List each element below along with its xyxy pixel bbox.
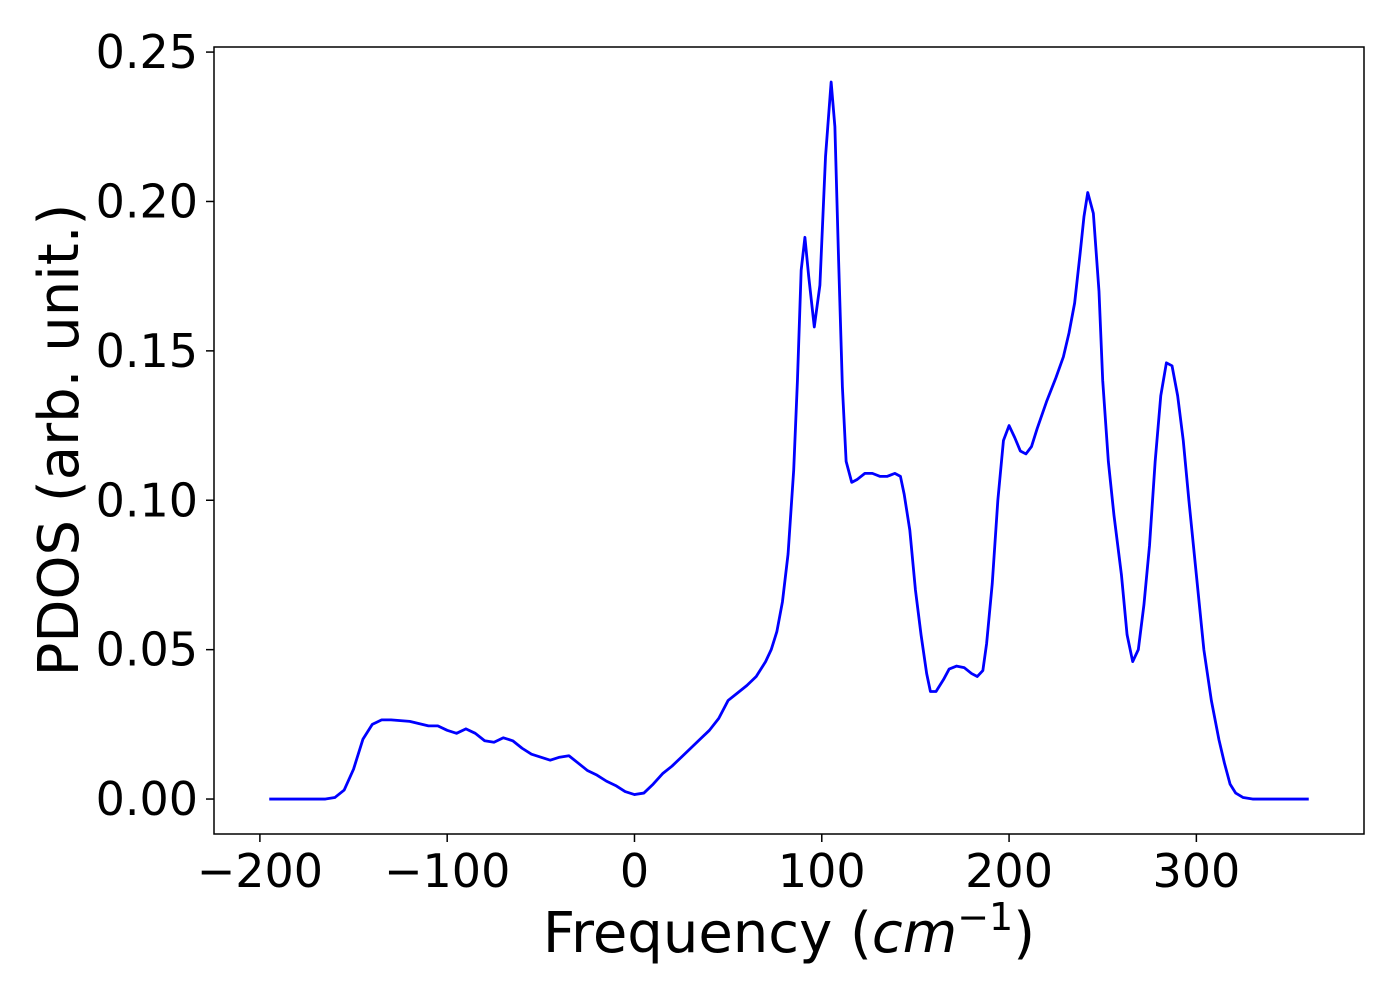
data-line (269, 80, 1309, 801)
x-label-unit: cm (872, 901, 957, 966)
plot-frame (213, 46, 1365, 835)
x-tick-label: 300 (1152, 844, 1240, 898)
x-tick-label: 0 (620, 844, 649, 898)
x-label-exponent: −1 (957, 895, 1013, 939)
y-tick-label: 0.00 (96, 772, 198, 826)
x-tick-label: −100 (384, 844, 510, 898)
x-label-close: ) (1013, 901, 1035, 966)
x-label-text: Frequency ( (543, 901, 872, 966)
y-tick-label: 0.20 (96, 174, 198, 228)
y-axis-label: PDOS (arb. unit.) (27, 204, 92, 677)
x-tick-label: 100 (778, 844, 866, 898)
x-tick-label: 200 (965, 844, 1053, 898)
x-axis-label: Frequency (cm−1) (543, 895, 1035, 966)
y-tick-label: 0.10 (96, 473, 198, 527)
y-tick-label: 0.05 (96, 623, 198, 677)
y-tick-label: 0.15 (96, 324, 198, 378)
y-tick-label: 0.25 (96, 25, 198, 79)
x-tick-label: −200 (197, 844, 323, 898)
